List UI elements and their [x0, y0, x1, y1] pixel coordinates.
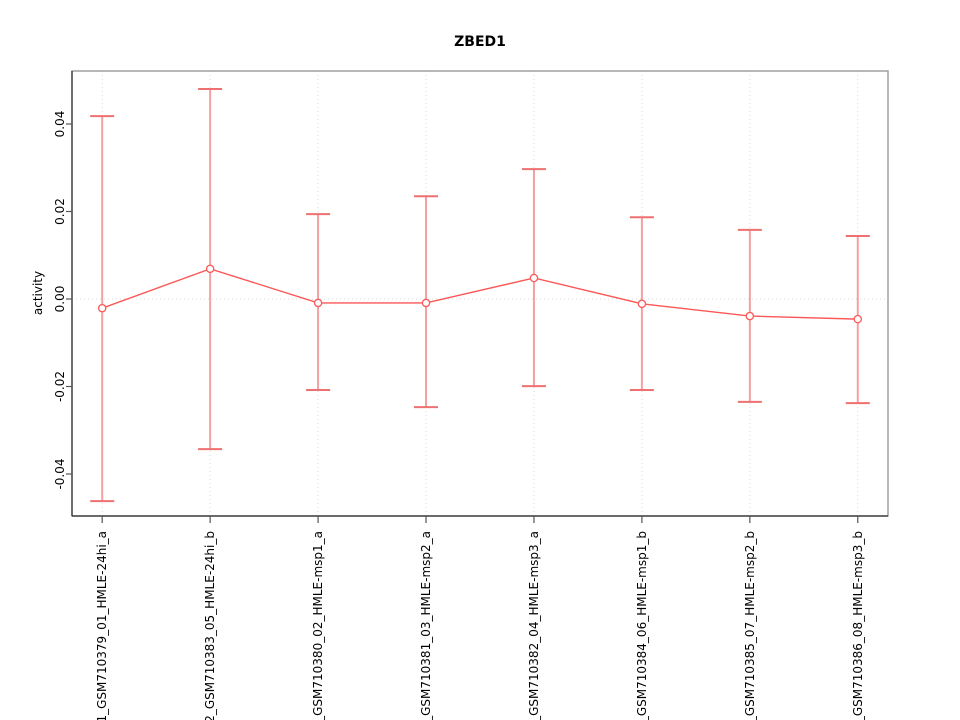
y-tick-labels: 0.04 0.02 0.00 -0.02 -0.04	[53, 111, 67, 490]
series-line	[101, 268, 858, 320]
y-tick-label: 0.02	[53, 198, 67, 225]
y-tick-label: -0.02	[53, 371, 67, 402]
data-point-marker	[529, 273, 539, 283]
axis-ticks	[66, 123, 859, 523]
y-tick-label: -0.04	[53, 458, 67, 489]
error-bars	[90, 88, 870, 503]
data-point-marker	[745, 311, 755, 321]
x-tick-label: 08_GSM710386_08_HMLE-msp3_b	[851, 531, 865, 720]
y-tick-label: 0.04	[53, 111, 67, 138]
x-tick-label: 04_GSM710381_03_HMLE-msp2_a	[419, 531, 433, 720]
x-tick-label: 02_GSM710383_05_HMLE-24hi_b	[203, 531, 217, 720]
y-axis-label: activity	[31, 271, 45, 315]
x-tick-label: 06_GSM710384_06_HMLE-msp1_b	[635, 531, 649, 720]
data-point-marker	[313, 298, 323, 308]
x-tick-label: 01_GSM710379_01_HMLE-24hi_a	[95, 531, 109, 720]
data-point-marker	[97, 303, 107, 313]
y-tick-label: 0.00	[53, 286, 67, 313]
gridlines	[72, 71, 888, 516]
data-point-marker	[205, 264, 215, 274]
plot-box	[71, 70, 889, 517]
plot-border	[71, 70, 889, 517]
data-point-marker	[853, 314, 863, 324]
data-point-marker	[421, 298, 431, 308]
data-series	[97, 264, 863, 324]
x-tick-labels: 01_GSM710379_01_HMLE-24hi_a 02_GSM710383_…	[95, 531, 865, 720]
data-point-marker	[637, 299, 647, 309]
x-tick-label: 03_GSM710380_02_HMLE-msp1_a	[311, 531, 325, 720]
x-tick-label: 05_GSM710382_04_HMLE-msp3_a	[527, 531, 541, 720]
x-tick-label: 07_GSM710385_07_HMLE-msp2_b	[743, 531, 757, 720]
chart-title: ZBED1	[454, 34, 506, 50]
